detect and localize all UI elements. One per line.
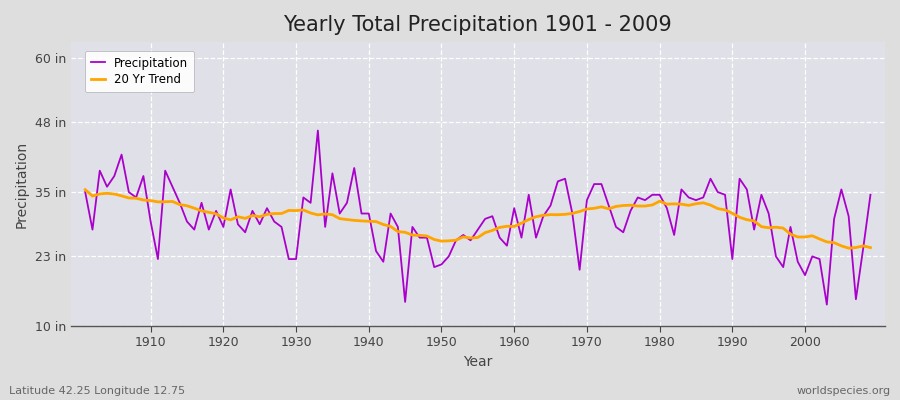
Precipitation [349, 166, 360, 170]
Line: 20 Yr Trend: 20 Yr Trend [86, 190, 870, 248]
Precipitation [603, 203, 614, 208]
Precipitation [822, 302, 832, 307]
X-axis label: Year: Year [464, 355, 492, 369]
Title: Yearly Total Precipitation 1901 - 2009: Yearly Total Precipitation 1901 - 2009 [284, 15, 672, 35]
Precipitation [508, 206, 519, 210]
Line: Precipitation: Precipitation [86, 130, 870, 305]
20 Yr Trend [501, 224, 512, 229]
20 Yr Trend [508, 224, 519, 229]
Y-axis label: Precipitation: Precipitation [15, 140, 29, 228]
20 Yr Trend [596, 204, 607, 209]
20 Yr Trend [298, 208, 309, 212]
Precipitation [298, 195, 309, 200]
Precipitation [865, 192, 876, 197]
Precipitation [516, 235, 526, 240]
Precipitation [138, 174, 148, 178]
Text: Latitude 42.25 Longitude 12.75: Latitude 42.25 Longitude 12.75 [9, 386, 185, 396]
Legend: Precipitation, 20 Yr Trend: Precipitation, 20 Yr Trend [85, 51, 194, 92]
Text: worldspecies.org: worldspecies.org [796, 386, 891, 396]
Precipitation [312, 128, 323, 133]
20 Yr Trend [865, 245, 876, 250]
Precipitation [80, 190, 91, 194]
20 Yr Trend [80, 187, 91, 192]
20 Yr Trend [843, 246, 854, 250]
20 Yr Trend [342, 217, 353, 222]
20 Yr Trend [138, 198, 148, 202]
